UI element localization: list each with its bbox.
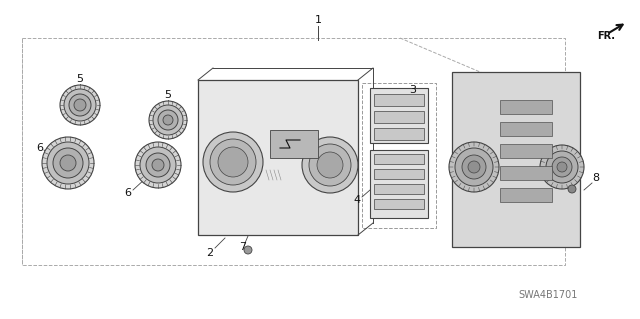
Circle shape (163, 115, 173, 125)
Bar (374, 94, 424, 106)
Circle shape (218, 147, 248, 177)
Text: 3: 3 (410, 85, 417, 95)
Text: 6: 6 (36, 143, 44, 153)
Circle shape (140, 147, 176, 183)
Circle shape (74, 99, 86, 111)
Bar (370, 150, 428, 218)
Text: 5: 5 (164, 90, 172, 100)
Text: 7: 7 (239, 242, 246, 252)
Circle shape (455, 148, 493, 186)
Bar (500, 100, 552, 114)
Circle shape (557, 162, 567, 172)
Circle shape (149, 101, 187, 139)
Circle shape (552, 157, 572, 177)
Circle shape (53, 148, 83, 178)
Bar (500, 122, 552, 136)
Circle shape (546, 151, 578, 183)
Text: 1: 1 (314, 15, 321, 25)
Bar (500, 144, 552, 158)
Circle shape (309, 144, 351, 186)
Text: 4: 4 (353, 195, 360, 205)
Circle shape (47, 142, 89, 184)
Bar (374, 128, 424, 140)
Bar (374, 169, 424, 179)
Text: 5: 5 (77, 74, 83, 84)
Circle shape (153, 105, 183, 135)
Circle shape (302, 137, 358, 193)
Circle shape (64, 89, 96, 121)
Bar (452, 72, 580, 247)
Text: SWA4B1701: SWA4B1701 (518, 290, 578, 300)
Circle shape (210, 139, 256, 185)
Circle shape (468, 161, 480, 173)
Bar (198, 80, 358, 235)
Circle shape (135, 142, 181, 188)
Circle shape (152, 159, 164, 171)
Circle shape (60, 85, 100, 125)
Bar (500, 166, 552, 180)
Text: 6: 6 (125, 188, 131, 198)
Bar (374, 184, 424, 194)
Circle shape (449, 142, 499, 192)
Circle shape (42, 137, 94, 189)
Circle shape (158, 110, 178, 130)
Bar (500, 188, 552, 202)
Bar (374, 111, 424, 123)
Circle shape (146, 153, 170, 177)
Text: 2: 2 (207, 248, 214, 258)
Text: 8: 8 (593, 173, 600, 183)
Bar (370, 88, 428, 143)
Bar (270, 130, 318, 158)
Circle shape (203, 132, 263, 192)
Bar (374, 154, 424, 164)
Circle shape (69, 94, 91, 116)
Circle shape (60, 155, 76, 171)
Circle shape (568, 185, 576, 193)
Circle shape (540, 145, 584, 189)
Circle shape (244, 246, 252, 254)
Circle shape (462, 155, 486, 179)
Text: FR.: FR. (597, 31, 615, 41)
Bar (374, 199, 424, 209)
Circle shape (317, 152, 343, 178)
